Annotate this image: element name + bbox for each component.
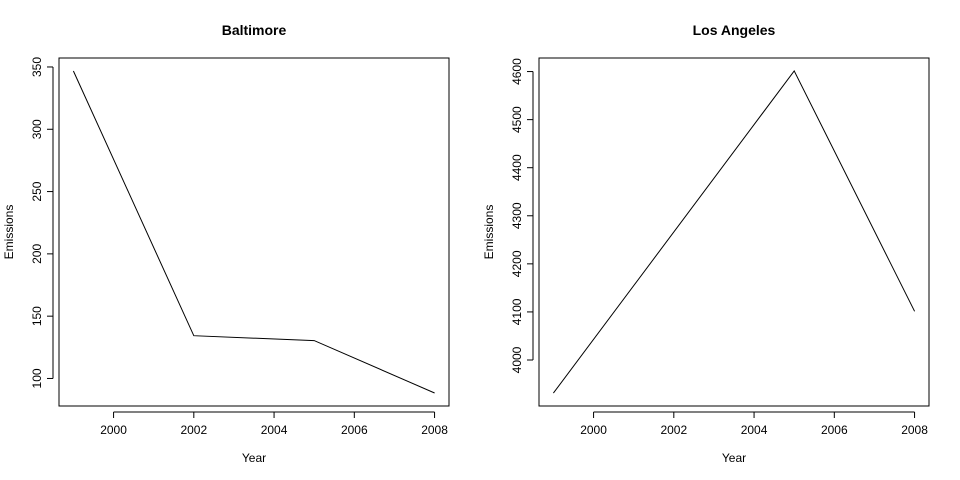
- baltimore-emissions-line: [72, 70, 435, 394]
- los-angeles-y-tick-label: 4200: [510, 250, 524, 277]
- baltimore-y-tick-label: 200: [30, 244, 44, 264]
- los-angeles-y-tick-label: 4300: [510, 202, 524, 229]
- baltimore-x-tick-label: 2006: [341, 423, 368, 437]
- baltimore-x-tick-label: 2008: [421, 423, 448, 437]
- baltimore-title: Baltimore: [222, 22, 287, 38]
- baltimore-y-tick-label: 250: [30, 181, 44, 201]
- baltimore-y-axis-label: Emissions: [2, 205, 16, 260]
- baltimore-x-tick-label: 2000: [100, 423, 127, 437]
- los-angeles-x-tick-label: 2004: [741, 423, 768, 437]
- los-angeles-panel: Los Angeles Year Emissions 2000 2002 2004 2…: [482, 22, 930, 465]
- los-angeles-y-tick-label: 4000: [510, 346, 524, 373]
- baltimore-plot-frame: [58, 57, 450, 407]
- baltimore-x-axis-label: Year: [242, 451, 266, 465]
- baltimore-x-tick-label: 2002: [180, 423, 207, 437]
- los-angeles-y-tick-label: 4400: [510, 154, 524, 181]
- baltimore-y-tick-label: 300: [30, 119, 44, 139]
- los-angeles-emissions-line: [552, 69, 916, 394]
- los-angeles-y-tick-label: 4100: [510, 298, 524, 325]
- los-angeles-x-axis-label: Year: [722, 451, 746, 465]
- los-angeles-y-tick-label: 4500: [510, 106, 524, 133]
- los-angeles-x-tick-label: 2008: [901, 423, 928, 437]
- baltimore-panel: Baltimore Year Emissions 2000 2002 2004 200…: [2, 22, 450, 465]
- los-angeles-y-tick-label: 4600: [510, 58, 524, 85]
- baltimore-y-tick-label: 150: [30, 306, 44, 326]
- los-angeles-x-tick-label: 2002: [660, 423, 687, 437]
- baltimore-y-tick-label: 100: [30, 368, 44, 388]
- baltimore-y-tick-label: 350: [30, 57, 44, 77]
- baltimore-x-tick-label: 2004: [261, 423, 288, 437]
- los-angeles-title: Los Angeles: [693, 22, 776, 38]
- los-angeles-x-tick-label: 2000: [580, 423, 607, 437]
- los-angeles-plot-frame: [538, 57, 930, 407]
- los-angeles-x-tick-label: 2006: [821, 423, 848, 437]
- los-angeles-y-axis-label: Emissions: [482, 205, 496, 260]
